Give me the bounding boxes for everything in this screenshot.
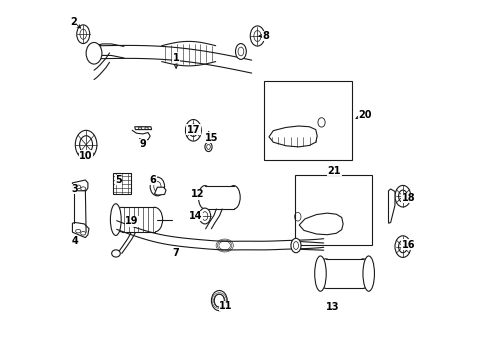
Text: 5: 5: [115, 175, 122, 185]
Polygon shape: [134, 127, 151, 130]
Ellipse shape: [394, 236, 410, 257]
Polygon shape: [91, 47, 100, 58]
Text: 15: 15: [205, 132, 219, 143]
Ellipse shape: [355, 259, 370, 288]
Bar: [325, 259, 363, 288]
Text: 8: 8: [262, 31, 269, 41]
Ellipse shape: [204, 142, 212, 152]
Text: 4: 4: [71, 236, 78, 246]
Ellipse shape: [86, 42, 102, 64]
Ellipse shape: [75, 130, 97, 159]
Bar: [294, 175, 371, 245]
Ellipse shape: [250, 26, 264, 46]
Text: 9: 9: [139, 139, 146, 149]
Text: 6: 6: [149, 175, 156, 185]
Ellipse shape: [317, 259, 333, 288]
Bar: [264, 81, 352, 160]
Text: 13: 13: [325, 302, 339, 312]
Polygon shape: [387, 189, 394, 223]
Text: 14: 14: [189, 211, 202, 221]
Ellipse shape: [185, 120, 201, 141]
Text: 12: 12: [190, 189, 204, 199]
Text: 18: 18: [401, 193, 414, 203]
Text: 7: 7: [172, 248, 179, 258]
Ellipse shape: [211, 291, 227, 311]
Ellipse shape: [114, 207, 130, 232]
Polygon shape: [154, 187, 166, 195]
Ellipse shape: [199, 208, 210, 224]
Ellipse shape: [362, 256, 374, 291]
Ellipse shape: [314, 256, 325, 291]
Text: 2: 2: [70, 17, 77, 27]
Bar: [204, 186, 233, 209]
Text: 20: 20: [358, 110, 371, 120]
Ellipse shape: [290, 238, 301, 253]
Ellipse shape: [198, 186, 211, 209]
Bar: [113, 173, 130, 194]
Text: 16: 16: [401, 240, 414, 250]
Ellipse shape: [77, 25, 89, 44]
Ellipse shape: [150, 177, 164, 196]
Ellipse shape: [227, 186, 240, 209]
Text: 21: 21: [327, 166, 341, 176]
Bar: [122, 207, 154, 232]
Ellipse shape: [111, 250, 120, 257]
Text: 11: 11: [219, 301, 232, 311]
Text: 10: 10: [79, 150, 93, 161]
Text: 17: 17: [186, 125, 200, 135]
Polygon shape: [72, 222, 89, 238]
Ellipse shape: [110, 204, 121, 235]
Text: 3: 3: [71, 184, 78, 194]
Text: 19: 19: [125, 216, 139, 226]
Polygon shape: [72, 180, 88, 191]
Text: 1: 1: [172, 53, 179, 63]
Ellipse shape: [394, 185, 410, 207]
Ellipse shape: [235, 44, 246, 59]
Ellipse shape: [146, 207, 163, 232]
